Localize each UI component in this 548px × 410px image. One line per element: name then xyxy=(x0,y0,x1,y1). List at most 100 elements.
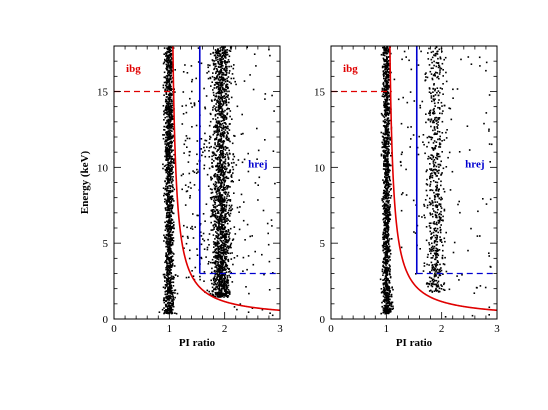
scatter-point xyxy=(436,227,439,230)
scatter-point xyxy=(433,64,435,67)
scatter-point xyxy=(219,256,221,259)
scatter-point xyxy=(166,54,168,57)
scatter-point xyxy=(211,210,214,212)
scatter-point xyxy=(168,114,171,116)
scatter-point xyxy=(227,240,230,242)
scatter-point xyxy=(385,101,388,103)
scatter-point xyxy=(384,93,387,96)
scatter-point xyxy=(216,54,219,56)
scatter-point xyxy=(386,131,389,133)
scatter-point xyxy=(386,146,388,148)
scatter-point xyxy=(166,279,168,281)
scatter-point xyxy=(166,277,168,280)
scatter-point xyxy=(222,72,225,74)
scatter-point xyxy=(388,304,391,306)
scatter-point xyxy=(202,232,205,235)
scatter-point xyxy=(224,180,226,182)
scatter-point xyxy=(430,233,432,235)
scatter-point xyxy=(212,241,215,243)
scatter-point xyxy=(166,205,169,207)
scatter-point xyxy=(430,67,433,70)
scatter-point xyxy=(173,224,175,226)
scatter-point xyxy=(166,256,169,258)
scatter-point xyxy=(222,133,224,136)
scatter-point xyxy=(221,129,223,131)
scatter-point xyxy=(381,199,384,202)
scatter-point xyxy=(210,176,212,178)
scatter-point xyxy=(165,290,168,292)
scatter-point xyxy=(168,248,171,251)
scatter-point xyxy=(228,123,231,125)
scatter-point xyxy=(229,252,231,255)
scatter-point xyxy=(165,63,168,66)
scatter-point xyxy=(229,209,232,212)
scatter-point xyxy=(169,63,171,66)
scatter-point xyxy=(226,53,229,56)
scatter-point xyxy=(213,68,215,71)
scatter-point xyxy=(219,114,222,116)
scatter-point xyxy=(211,293,214,295)
scatter-point xyxy=(166,223,168,226)
scatter-point xyxy=(211,162,213,164)
scatter-point xyxy=(380,291,383,294)
scatter-point xyxy=(228,271,230,273)
scatter-point xyxy=(210,85,212,87)
scatter-point xyxy=(219,47,222,49)
scatter-point xyxy=(192,237,195,239)
scatter-point xyxy=(165,171,167,174)
scatter-point xyxy=(167,123,170,126)
scatter-point xyxy=(163,192,166,195)
scatter-point xyxy=(168,152,170,154)
scatter-point xyxy=(227,259,229,261)
scatter-point xyxy=(166,119,168,122)
scatter-point xyxy=(186,137,189,140)
scatter-point xyxy=(217,241,220,243)
scatter-point xyxy=(272,150,275,152)
scatter-point xyxy=(168,309,171,311)
scatter-point xyxy=(218,167,220,170)
scatter-point xyxy=(204,107,207,110)
scatter-point xyxy=(167,246,169,248)
scatter-point xyxy=(217,243,219,245)
data-points xyxy=(114,46,280,319)
scatter-point xyxy=(211,213,214,215)
scatter-point xyxy=(227,191,230,194)
scatter-point xyxy=(429,185,431,187)
scatter-point xyxy=(243,80,246,82)
scatter-point xyxy=(387,137,390,140)
scatter-point xyxy=(224,62,227,64)
scatter-point xyxy=(218,138,221,141)
scatter-point xyxy=(220,233,223,236)
scatter-point xyxy=(225,134,228,136)
scatter-point xyxy=(221,83,223,86)
scatter-point xyxy=(218,88,221,90)
scatter-point xyxy=(209,138,211,140)
scatter-point xyxy=(165,75,168,77)
scatter-point xyxy=(165,216,168,219)
scatter-point xyxy=(385,55,388,58)
scatter-point xyxy=(211,262,214,264)
scatter-point xyxy=(216,266,218,269)
scatter-point xyxy=(228,129,231,131)
scatter-point xyxy=(225,177,227,179)
scatter-point xyxy=(169,116,172,118)
scatter-point xyxy=(384,59,386,61)
scatter-point xyxy=(440,288,443,290)
scatter-point xyxy=(167,145,170,147)
scatter-point xyxy=(166,248,169,251)
scatter-point xyxy=(387,241,389,244)
scatter-point xyxy=(171,168,173,171)
scatter-point xyxy=(216,294,218,296)
scatter-point xyxy=(219,92,222,94)
scatter-point xyxy=(169,179,171,182)
scatter-point xyxy=(172,204,174,207)
scatter-point xyxy=(166,131,169,133)
scatter-point xyxy=(169,50,172,52)
scatter-point xyxy=(274,182,276,185)
scatter-point xyxy=(215,292,217,295)
scatter-point xyxy=(384,144,387,147)
scatter-point xyxy=(217,229,220,232)
scatter-point xyxy=(168,265,170,268)
scatter-point xyxy=(170,239,172,241)
